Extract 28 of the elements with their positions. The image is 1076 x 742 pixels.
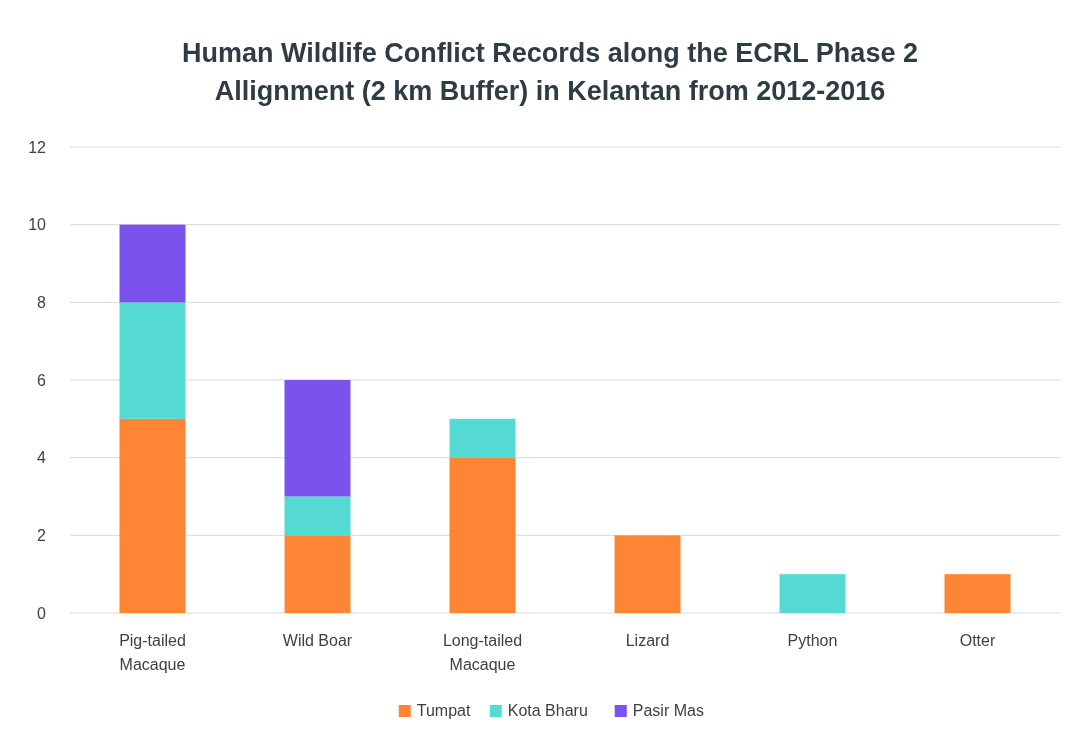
bar bbox=[944, 574, 1011, 613]
bar bbox=[119, 302, 186, 419]
bar bbox=[449, 418, 516, 458]
legend-label: Tumpat bbox=[416, 702, 471, 719]
x-tick-label: Pig-tailed Macaque bbox=[119, 632, 186, 673]
x-tick-label: Wild Boar bbox=[282, 632, 353, 649]
x-tick-label: Long-tailed Macaque bbox=[442, 632, 523, 673]
bar bbox=[284, 535, 351, 613]
y-tick-label: 8 bbox=[37, 293, 47, 311]
bar bbox=[779, 574, 846, 613]
y-tick-label: 10 bbox=[28, 216, 47, 234]
bar bbox=[614, 535, 681, 613]
bar bbox=[119, 224, 186, 303]
y-tick-label: 0 bbox=[37, 604, 47, 622]
x-tick-label: Lizard bbox=[625, 632, 670, 649]
x-tick-label: Otter bbox=[959, 632, 996, 649]
bar bbox=[119, 418, 186, 613]
y-tick-label: 4 bbox=[37, 449, 47, 467]
y-tick-label: 2 bbox=[37, 526, 47, 544]
legend-label: Kota Bharu bbox=[507, 702, 588, 719]
bar bbox=[284, 496, 351, 536]
x-tick-label: Python bbox=[787, 632, 838, 649]
chart-title: Human Wildlife Conflict Records along the ECRL Phase 2 Allignment (2 km Buffer) in Kelantan from 2012-2016 bbox=[182, 38, 918, 106]
legend-label: Pasir Mas bbox=[632, 702, 704, 719]
y-tick-label: 6 bbox=[37, 371, 47, 389]
y-tick-label: 12 bbox=[28, 138, 47, 156]
bar bbox=[449, 457, 516, 613]
bar bbox=[284, 380, 351, 497]
